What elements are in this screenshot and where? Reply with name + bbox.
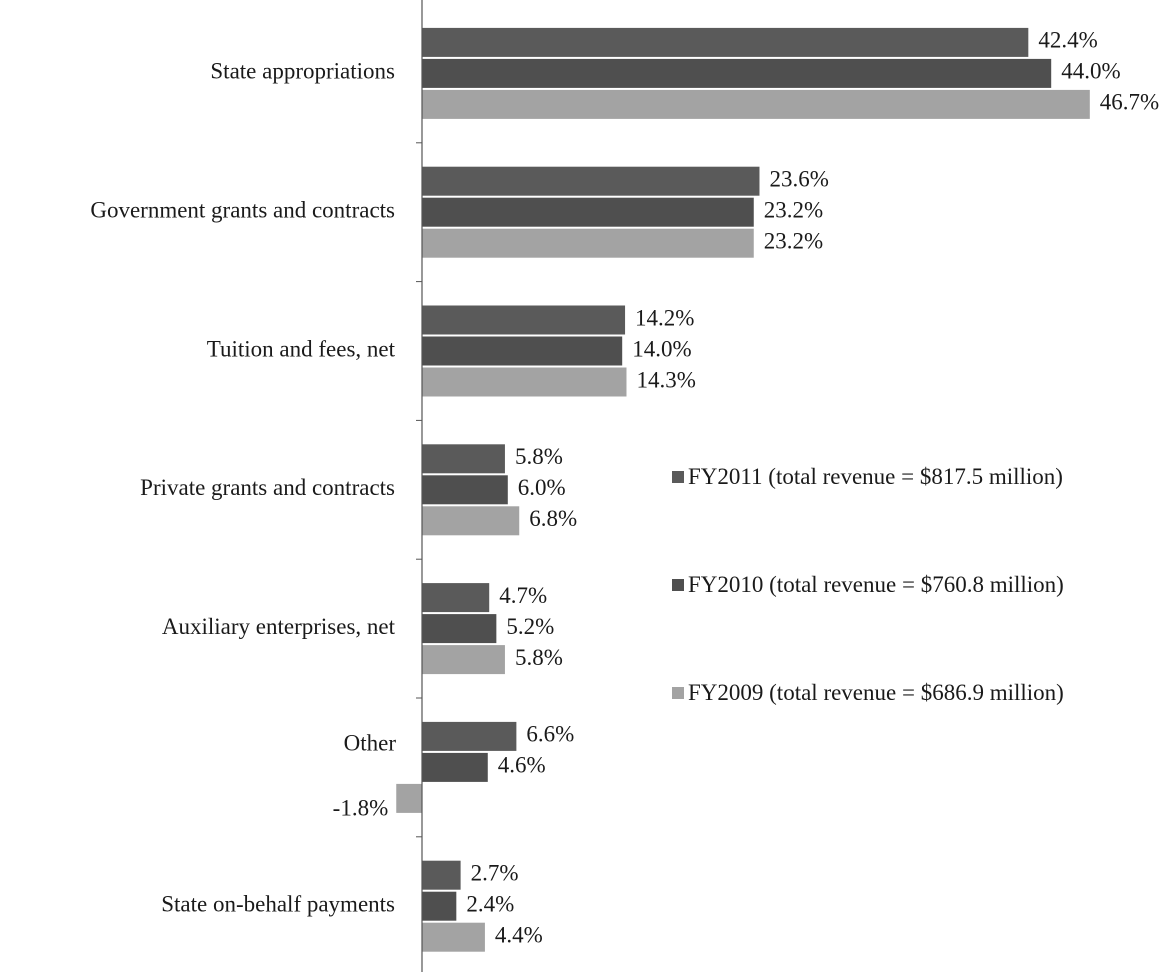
value-label: 6.6% <box>526 722 574 747</box>
bar <box>422 614 497 644</box>
value-label: 23.6% <box>769 166 828 191</box>
value-label: 14.0% <box>632 336 691 361</box>
bar <box>422 166 760 196</box>
value-label: 5.8% <box>515 645 563 670</box>
legend-entry: FY2009 (total revenue = $686.9 million) <box>672 678 1112 707</box>
value-label: 6.8% <box>529 506 577 531</box>
legend-swatch <box>672 471 684 483</box>
value-label: 5.8% <box>515 444 563 469</box>
bar <box>422 645 505 675</box>
bar <box>422 506 520 536</box>
bar <box>422 583 490 613</box>
legend-label: FY2010 (total revenue = $760.8 million) <box>688 572 1064 597</box>
bar <box>422 922 485 952</box>
bar <box>422 89 1090 119</box>
value-label: 14.3% <box>636 367 695 392</box>
bar <box>422 228 754 258</box>
category-label: State on-behalf payments <box>161 891 395 916</box>
value-label: -1.8% <box>333 796 389 821</box>
bar <box>422 721 517 751</box>
category-label: Tuition and fees, net <box>207 336 396 361</box>
value-label: 4.7% <box>499 583 547 608</box>
bar <box>422 860 461 890</box>
bar <box>422 367 627 397</box>
bar <box>422 305 626 335</box>
bar <box>422 891 457 921</box>
value-label: 4.6% <box>498 753 546 778</box>
bar <box>422 27 1029 57</box>
legend-label: FY2009 (total revenue = $686.9 million) <box>688 680 1064 705</box>
value-label: 44.0% <box>1061 59 1120 84</box>
category-label: Private grants and contracts <box>140 475 395 500</box>
value-label: 14.2% <box>635 305 694 330</box>
category-label: Other <box>344 731 397 756</box>
bar <box>422 197 754 227</box>
bar <box>422 444 505 474</box>
value-label: 42.4% <box>1038 28 1097 53</box>
bar <box>422 752 488 782</box>
value-label: 23.2% <box>764 197 823 222</box>
legend-entry: FY2011 (total revenue = $817.5 million) <box>672 462 1112 491</box>
value-label: 46.7% <box>1100 90 1159 115</box>
category-label: Government grants and contracts <box>90 197 395 222</box>
category-label: State appropriations <box>210 59 395 84</box>
category-label: Auxiliary enterprises, net <box>162 614 396 639</box>
value-label: 23.2% <box>764 228 823 253</box>
bar <box>396 783 422 813</box>
bar <box>422 475 508 505</box>
legend-swatch <box>672 687 684 699</box>
legend-entry: FY2010 (total revenue = $760.8 million) <box>672 570 1112 599</box>
legend-label: FY2011 (total revenue = $817.5 million) <box>688 464 1063 489</box>
legend-swatch <box>672 579 684 591</box>
value-label: 5.2% <box>506 614 554 639</box>
value-label: 2.7% <box>471 860 519 885</box>
bar <box>422 58 1052 88</box>
value-label: 2.4% <box>466 891 514 916</box>
value-label: 6.0% <box>518 475 566 500</box>
bar <box>422 336 623 366</box>
value-label: 4.4% <box>495 922 543 947</box>
